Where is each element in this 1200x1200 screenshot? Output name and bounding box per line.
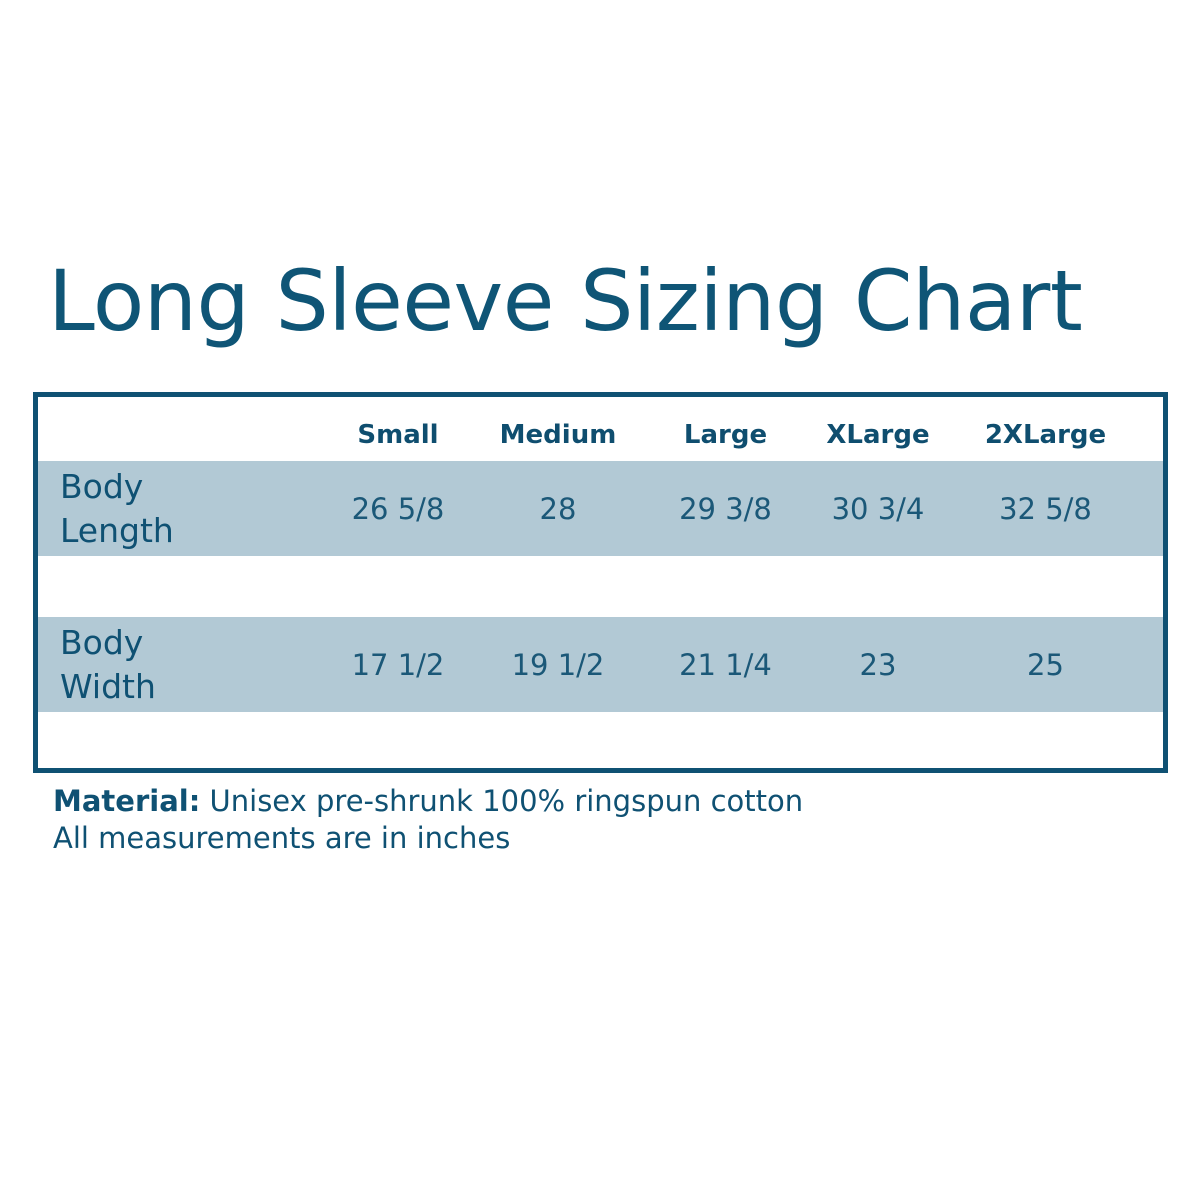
- table-row: Body Width 17 1/2 19 1/2 21 1/4 23 25: [38, 617, 1163, 712]
- table-cell: 25: [1027, 647, 1064, 682]
- table-cell: 30 3/4: [831, 491, 925, 526]
- column-header: XLarge: [826, 420, 930, 450]
- table-header-row: Small Medium Large XLarge 2XLarge: [38, 397, 1163, 461]
- table-cell: 28: [539, 491, 577, 526]
- notes: Material: Unisex pre-shrunk 100% ringspu…: [53, 783, 803, 857]
- table-cell: 32 5/8: [999, 491, 1092, 526]
- table-cell: 21 1/4: [679, 647, 772, 682]
- material-value: Unisex pre-shrunk 100% ringspun cotton: [200, 784, 804, 818]
- material-note: Material: Unisex pre-shrunk 100% ringspu…: [53, 783, 803, 820]
- table-cell: 26 5/8: [351, 491, 445, 526]
- row-label-line: Width: [60, 667, 156, 706]
- table-cell: 19 1/2: [511, 647, 605, 682]
- column-header: 2XLarge: [984, 420, 1107, 450]
- column-header: Medium: [499, 420, 617, 450]
- row-label: Body Length: [60, 465, 174, 553]
- table-row: Body Length 26 5/8 28 29 3/8 30 3/4 32 5/…: [38, 461, 1163, 556]
- column-header: Large: [683, 420, 768, 450]
- table-cell: 23: [859, 647, 897, 682]
- units-note: All measurements are in inches: [53, 821, 511, 855]
- material-label: Material:: [53, 784, 201, 818]
- column-header: Small: [357, 420, 439, 450]
- row-label-line: Length: [60, 511, 174, 550]
- row-label-line: Body: [60, 623, 144, 662]
- row-label-line: Body: [60, 467, 144, 506]
- page-title: Long Sleeve Sizing Chart: [48, 252, 1083, 350]
- sizing-table: Small Medium Large XLarge 2XLarge Body Le…: [33, 392, 1168, 773]
- table-cell: 29 3/8: [679, 491, 772, 526]
- table-cell: 17 1/2: [351, 647, 445, 682]
- row-label: Body Width: [60, 621, 156, 709]
